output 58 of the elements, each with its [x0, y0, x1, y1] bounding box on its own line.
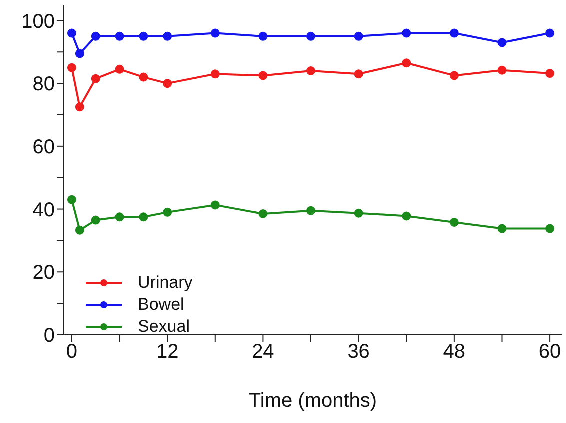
- y-tick-label: 60: [32, 136, 55, 159]
- point: [91, 74, 100, 84]
- point: [546, 224, 555, 234]
- point: [115, 64, 124, 74]
- legend-label: Sexual: [138, 316, 190, 338]
- point: [498, 66, 507, 75]
- x-tick-label: 0: [66, 341, 78, 364]
- point: [306, 66, 316, 76]
- point: [67, 63, 76, 72]
- point: [402, 58, 412, 68]
- point: [139, 72, 148, 82]
- legend-label: Urinary: [138, 272, 193, 294]
- point: [67, 28, 76, 38]
- point: [115, 32, 124, 41]
- point: [75, 49, 84, 58]
- point: [163, 32, 172, 41]
- point: [210, 200, 220, 210]
- legend-label: Bowel: [138, 294, 184, 316]
- point: [75, 226, 84, 235]
- point: [498, 224, 507, 234]
- point: [75, 102, 84, 112]
- y-tick-label: 100: [22, 10, 55, 33]
- point: [354, 70, 364, 79]
- y-tick-label: 40: [32, 199, 55, 222]
- point: [210, 70, 220, 79]
- point: [210, 28, 220, 38]
- point: [354, 32, 364, 41]
- y-tick-label: 80: [32, 74, 55, 96]
- point: [163, 208, 172, 217]
- point: [258, 210, 268, 218]
- point: [91, 32, 100, 41]
- point: [139, 212, 148, 222]
- y-tick-label: 0: [44, 325, 55, 348]
- x-axis-title: Time (months): [248, 390, 378, 412]
- x-tick-label: 48: [443, 341, 466, 364]
- point: [91, 216, 100, 225]
- point: [67, 195, 76, 204]
- x-tick-label: 24: [252, 341, 274, 364]
- point: [450, 71, 459, 80]
- x-tick-label: 12: [156, 341, 179, 364]
- x-tick-label: 36: [348, 341, 370, 364]
- point: [139, 32, 148, 41]
- point: [306, 32, 316, 41]
- point: [258, 71, 268, 80]
- point: [306, 206, 316, 216]
- point: [354, 208, 364, 218]
- x-tick-label: 60: [538, 341, 562, 364]
- point: [546, 69, 555, 78]
- point: [498, 38, 507, 48]
- y-tick-label: 20: [32, 262, 55, 284]
- point: [163, 79, 172, 88]
- point: [546, 28, 555, 38]
- point: [450, 218, 459, 227]
- point: [402, 28, 412, 38]
- point: [402, 212, 412, 221]
- point: [258, 32, 268, 41]
- point: [115, 212, 124, 222]
- point: [450, 28, 459, 38]
